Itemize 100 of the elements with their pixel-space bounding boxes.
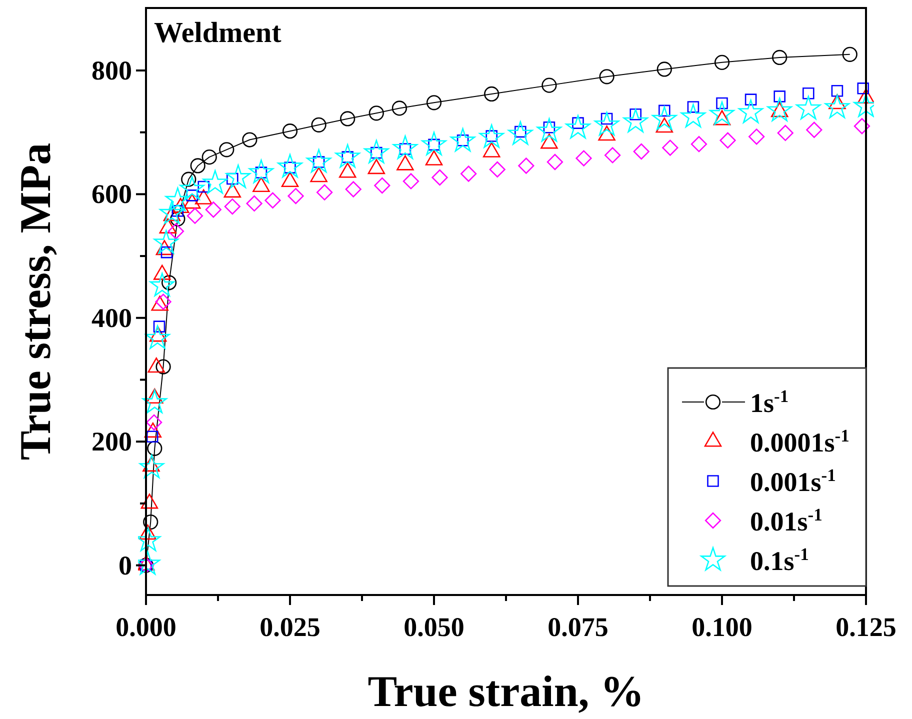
point — [652, 106, 677, 130]
point — [154, 230, 179, 254]
legend-label: 0.001s$^{-1}$ — [750, 465, 836, 497]
point — [479, 124, 504, 148]
point — [374, 177, 390, 194]
point — [311, 117, 326, 132]
point — [422, 132, 446, 156]
point — [824, 94, 850, 118]
point — [857, 82, 870, 94]
legend-label: 0.0001s$^{-1}$ — [750, 426, 850, 458]
point — [842, 46, 858, 62]
point — [219, 142, 234, 158]
point — [604, 147, 621, 164]
point — [714, 54, 730, 70]
point — [854, 118, 870, 134]
point — [460, 166, 477, 182]
point — [224, 198, 240, 215]
point — [831, 84, 844, 97]
y-tick-label: 200 — [92, 426, 132, 457]
point — [202, 170, 228, 194]
point — [450, 128, 476, 152]
x-axis-title: True strain, % — [368, 667, 644, 716]
point — [720, 132, 736, 148]
legend-label: 1s$^{-1}$ — [750, 386, 789, 418]
point — [205, 202, 222, 218]
point — [282, 124, 298, 139]
point — [748, 128, 765, 145]
point — [248, 160, 274, 184]
point — [542, 78, 557, 93]
point — [202, 150, 217, 165]
y-tick-label: 400 — [92, 302, 132, 333]
x-tick-label: 0.000 — [116, 612, 176, 642]
point — [772, 50, 788, 66]
point — [508, 121, 533, 145]
point — [710, 101, 734, 125]
point — [392, 135, 418, 160]
point — [716, 97, 728, 110]
point — [148, 358, 165, 373]
x-tick-label: 0.075 — [548, 612, 608, 642]
point — [186, 208, 204, 224]
point — [142, 390, 167, 414]
point — [536, 118, 562, 142]
point — [546, 154, 564, 170]
point — [594, 112, 620, 136]
point — [155, 294, 172, 310]
point — [518, 158, 534, 174]
point — [226, 164, 251, 188]
point — [181, 172, 196, 187]
x-tick-label: 0.050 — [404, 612, 464, 642]
y-tick-label: 800 — [92, 55, 132, 86]
point — [364, 140, 389, 164]
point — [340, 111, 356, 126]
point — [806, 122, 822, 138]
point — [402, 173, 420, 190]
y-tick-label: 600 — [92, 179, 132, 210]
point — [140, 494, 158, 509]
point — [368, 106, 384, 121]
point — [777, 124, 794, 142]
point — [306, 149, 332, 173]
x-tick-label: 0.125 — [836, 612, 896, 642]
point — [662, 140, 678, 156]
point — [489, 161, 506, 178]
point — [146, 414, 162, 430]
y-tick-label: 0 — [118, 550, 132, 580]
point — [198, 180, 210, 193]
point — [156, 359, 171, 374]
point — [264, 192, 281, 208]
x-tick-label: 0.100 — [692, 612, 752, 642]
point — [576, 150, 592, 166]
point — [426, 95, 442, 110]
point — [802, 87, 814, 100]
point — [767, 98, 792, 122]
legend-label: 0.01s$^{-1}$ — [750, 504, 822, 536]
point — [623, 108, 648, 132]
point — [690, 136, 708, 152]
point — [165, 187, 190, 211]
point — [153, 320, 166, 332]
point — [392, 100, 407, 116]
y-axis-title: True stress, MPa — [11, 142, 60, 460]
x-tick-label: 0.025 — [260, 612, 320, 642]
legend-label: 0.1s$^{-1}$ — [750, 544, 809, 576]
point — [599, 69, 614, 84]
point — [190, 158, 206, 174]
point — [335, 144, 360, 168]
point — [180, 176, 204, 200]
point — [168, 223, 184, 240]
point — [242, 132, 258, 148]
point — [143, 514, 158, 530]
chart-title: Weldment — [154, 17, 282, 49]
point — [147, 440, 162, 456]
point — [796, 96, 821, 120]
point — [160, 200, 184, 224]
point — [484, 86, 500, 102]
point — [432, 169, 448, 186]
point — [687, 101, 700, 113]
point — [316, 184, 333, 200]
point — [680, 104, 706, 128]
point — [738, 100, 764, 124]
point — [656, 62, 672, 77]
point — [658, 104, 670, 117]
